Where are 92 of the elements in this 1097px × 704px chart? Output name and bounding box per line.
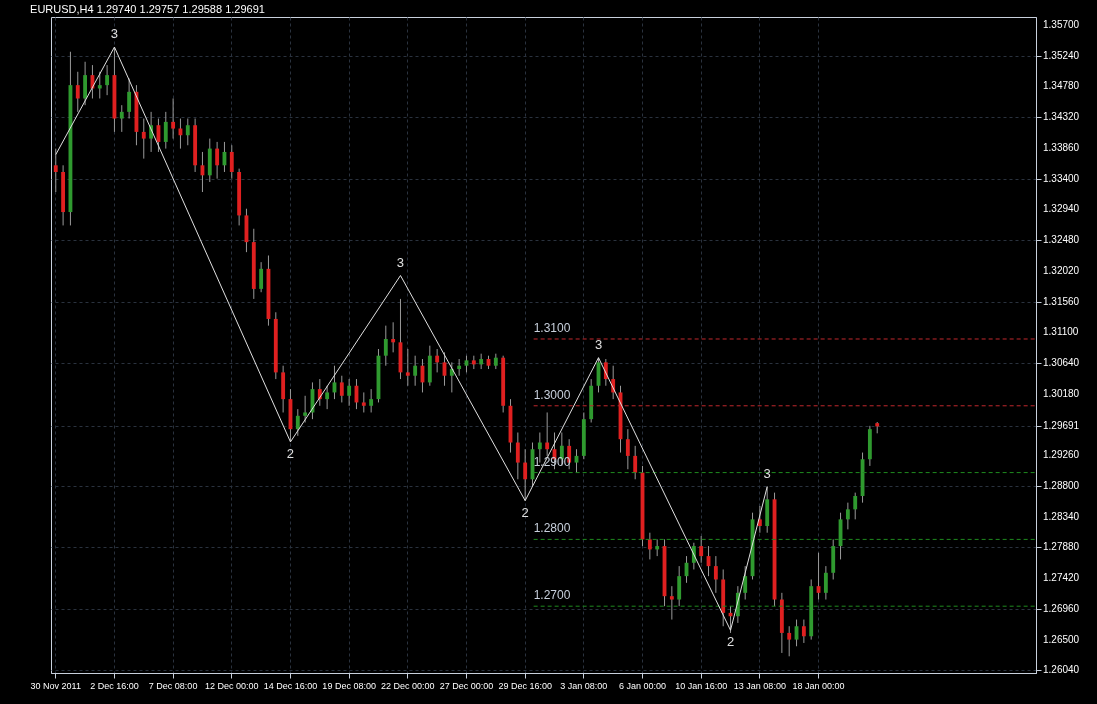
candlestick (435, 348, 440, 373)
y-tick-label: 1.34320 (1043, 111, 1080, 123)
candlestick (801, 619, 806, 644)
candlestick (119, 104, 124, 133)
y-tick-label: 1.35700 (1043, 19, 1080, 31)
candlestick (405, 348, 410, 387)
ref-line-label: 1.3100 (533, 320, 571, 335)
candlestick (677, 565, 682, 607)
x-tick-label: 13 Jan 08:00 (733, 680, 786, 691)
y-tick-label: 1.28800 (1043, 479, 1080, 491)
x-tick-label: 30 Nov 2011 (30, 680, 81, 691)
candlestick (229, 144, 234, 180)
candlestick (347, 378, 352, 407)
chart-title: EURUSD,H4 1.29740 1.29757 1.29588 1.29691 (30, 3, 265, 15)
candlestick (545, 411, 550, 457)
x-tick-label: 6 Jan 00:00 (618, 680, 667, 691)
y-tick-label: 1.30640 (1043, 357, 1080, 369)
y-tick-label: 1.35240 (1043, 49, 1080, 61)
candlestick (339, 375, 344, 403)
y-tick-label: 1.31560 (1043, 295, 1080, 307)
x-tick-label: 3 Jan 08:00 (560, 680, 608, 691)
candlestick (105, 64, 110, 96)
annotation: 2 (521, 504, 529, 520)
candlestick (75, 71, 80, 113)
candlestick (845, 502, 850, 530)
y-tick-label: 1.27880 (1043, 541, 1080, 553)
y-tick-label: 1.33400 (1043, 172, 1080, 184)
ref-line-label: 1.3000 (533, 387, 571, 402)
candlestick (325, 385, 330, 410)
y-tick-label: 1.32940 (1043, 203, 1080, 215)
candlestick (743, 565, 748, 601)
candlestick (515, 432, 520, 480)
candlestick (185, 118, 190, 146)
candlestick (383, 325, 388, 367)
y-tick-label: 1.29260 (1043, 449, 1080, 461)
ref-line-label: 1.2700 (533, 588, 571, 603)
x-tick-label: 18 Jan 00:00 (792, 680, 845, 691)
ref-line-label: 1.2800 (533, 521, 571, 536)
y-tick-label: 1.32020 (1043, 264, 1080, 276)
candlestick (295, 408, 300, 437)
y-tick-label: 1.31100 (1043, 326, 1079, 338)
y-tick-label: 1.26500 (1043, 633, 1080, 645)
y-tick-label: 1.32480 (1043, 234, 1080, 246)
candlestick (787, 625, 792, 657)
candlestick (823, 565, 828, 601)
annotation: 2 (726, 634, 735, 650)
candlestick (163, 111, 168, 150)
candlestick (713, 555, 718, 594)
candlestick (215, 141, 220, 180)
candlestick (853, 492, 858, 520)
candlestick (127, 77, 132, 120)
y-tick-label: 1.27420 (1043, 572, 1080, 584)
annotation: 3 (396, 254, 405, 270)
candlestick (171, 98, 176, 140)
candlestick (633, 445, 638, 480)
candlestick (83, 61, 88, 106)
candlestick (97, 71, 102, 99)
x-tick-label: 27 Dec 00:00 (439, 680, 494, 691)
y-tick-label: 1.33860 (1043, 141, 1080, 153)
y-tick-label: 1.34780 (1043, 80, 1080, 92)
x-tick-label: 7 Dec 08:00 (148, 680, 198, 691)
candlestick (625, 428, 630, 470)
annotation: 2 (286, 445, 295, 461)
candlestick (523, 448, 528, 502)
x-tick-label: 2 Dec 16:00 (90, 680, 139, 691)
y-tick-label: 1.28340 (1043, 510, 1080, 522)
candlestick (303, 395, 308, 423)
x-tick-label: 19 Dec 08:00 (322, 680, 376, 691)
y-tick-label: 1.26960 (1043, 602, 1080, 614)
line-series (55, 46, 768, 631)
candlestick (647, 532, 652, 560)
x-tick-label: 29 Dec 16:00 (498, 680, 552, 691)
annotation: 3 (763, 465, 771, 481)
x-tick-label: 12 Dec 00:00 (205, 680, 259, 691)
candlestick (699, 535, 704, 564)
candlestick (757, 505, 762, 534)
x-tick-label: 10 Jan 16:00 (675, 680, 728, 691)
candlestick (669, 585, 674, 621)
candlestick (259, 261, 264, 293)
y-tick-label: 1.29691 (1043, 420, 1080, 432)
x-tick-label: 22 Dec 00:00 (381, 680, 435, 691)
candlestick (53, 148, 58, 193)
candlestick (391, 321, 396, 353)
candlestick (361, 391, 366, 413)
annotation: 3 (594, 336, 603, 352)
annotation: 3 (110, 26, 119, 42)
y-tick-label: 1.26040 (1043, 664, 1080, 676)
candlestick (141, 118, 146, 160)
candlestick (369, 388, 374, 413)
y-tick-label: 1.30180 (1043, 387, 1080, 399)
x-tick-label: 14 Dec 16:00 (263, 680, 318, 691)
candlestick (413, 355, 418, 387)
